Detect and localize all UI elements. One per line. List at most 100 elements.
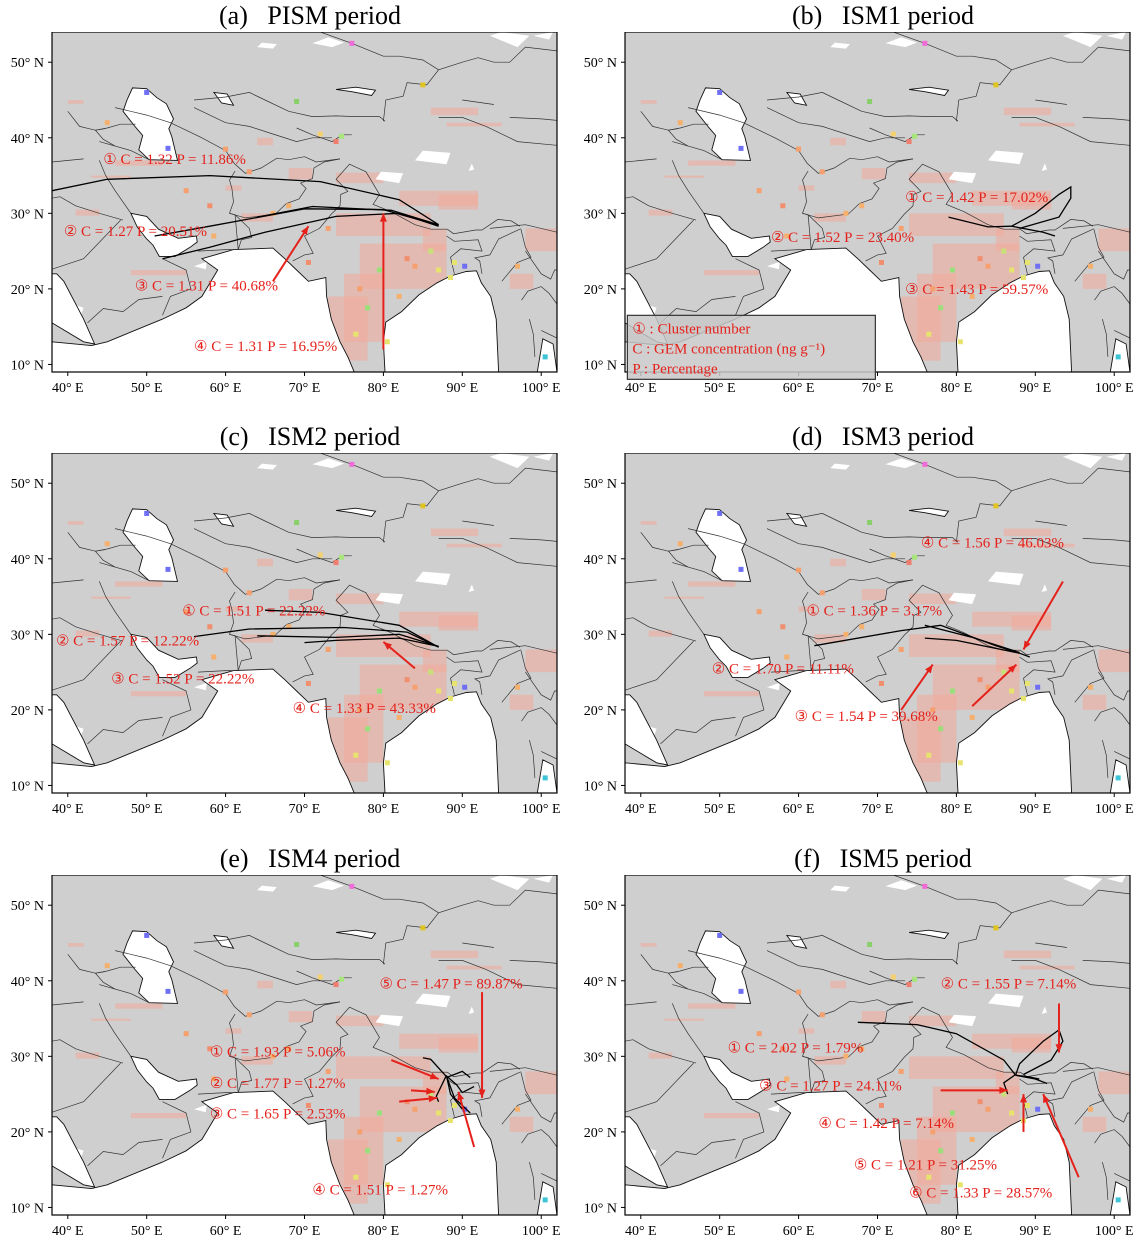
- concentration-patch: [225, 1028, 242, 1034]
- country-border: [1035, 99, 1067, 105]
- legend-entry: ① : Cluster number: [632, 321, 750, 337]
- site-pixel: [930, 1129, 936, 1135]
- concentration-patch: [509, 273, 534, 289]
- site-pixel: [912, 133, 918, 139]
- missing-data-area: [767, 1104, 780, 1113]
- country-border: [1114, 1173, 1130, 1182]
- lat-tick-label: 30° N: [11, 1050, 44, 1065]
- back-trajectory: [1011, 185, 1072, 230]
- concentration-patch: [640, 100, 657, 104]
- map-panel-c: (c) ISM2 period 50° N 40° N 30° N 20° N 10° N…: [0, 421, 570, 836]
- country-border: [735, 1101, 765, 1159]
- concentration-patch: [1082, 1116, 1107, 1132]
- concentration-patch: [1098, 649, 1130, 673]
- concentration-patch: [688, 160, 736, 166]
- site-pixel: [993, 503, 999, 509]
- concentration-patch: [130, 1113, 187, 1119]
- country-border: [672, 141, 723, 161]
- country-border: [660, 1139, 736, 1167]
- concentration-patch: [91, 1018, 131, 1021]
- country-border: [383, 46, 557, 122]
- site-pixel: [1115, 354, 1121, 360]
- missing-data-area: [415, 150, 451, 165]
- back-trajectory: [446, 1075, 475, 1094]
- map-panel-e: (e) ISM4 period 50° N 40° N 30° N 20° N 10° N…: [0, 843, 570, 1258]
- country-border: [462, 942, 494, 948]
- site-pixel: [104, 541, 110, 547]
- missing-data-area: [988, 571, 1024, 586]
- country-border: [807, 214, 826, 250]
- site-pixel: [819, 1012, 825, 1018]
- site-pixel: [898, 646, 904, 652]
- site-pixel: [819, 590, 825, 596]
- concentration-patch: [909, 1015, 957, 1027]
- site-pixel: [333, 560, 339, 566]
- missing-data-area: [533, 32, 554, 40]
- site-pixel: [183, 1031, 189, 1037]
- cluster-label: ② C = 1.52 P = 23.40%: [771, 230, 914, 246]
- site-pixel: [993, 925, 999, 931]
- legend-entry: P : Percentage: [632, 361, 718, 377]
- site-pixel: [165, 988, 171, 994]
- lon-tick-label: 70° E: [289, 1224, 321, 1239]
- concentration-patch: [430, 107, 479, 116]
- site-pixel: [878, 680, 884, 686]
- map-plot: 50° N 40° N 30° N 20° N 10° N 40° E 50° E 60° E…: [584, 875, 1134, 1239]
- map-plot: 50° N 40° N 30° N 20° N 10° N 40° E 50° E 60° E…: [11, 875, 561, 1239]
- lon-tick-label: 80° E: [368, 381, 400, 396]
- country-border: [99, 984, 150, 1004]
- concentration-patch: [446, 122, 502, 127]
- lon-tick-label: 90° E: [1019, 381, 1051, 396]
- missing-data-area: [885, 458, 917, 469]
- country-border: [625, 1039, 697, 1064]
- concentration-patch: [525, 228, 557, 252]
- panel-title: (a) PISM period: [219, 1, 401, 30]
- concentration-patch: [75, 630, 100, 637]
- concentration-patch: [814, 634, 846, 643]
- map-plot: 50° N 40° N 30° N 20° N 10° N 40° E 50° E 60° E…: [584, 32, 1134, 396]
- site-pixel: [305, 259, 311, 265]
- lon-tick-label: 50° E: [704, 802, 736, 817]
- country-border: [462, 99, 494, 105]
- missing-data-area: [1041, 163, 1048, 171]
- missing-data-area: [194, 1104, 207, 1113]
- missing-data-area: [415, 993, 451, 1008]
- missing-data-area: [767, 682, 780, 691]
- site-pixel: [1009, 267, 1015, 273]
- country-border: [162, 258, 192, 316]
- back-trajectory: [162, 212, 439, 260]
- missing-data-area: [830, 885, 850, 892]
- site-pixel: [384, 1182, 390, 1188]
- country-border: [766, 513, 959, 543]
- missing-data-area: [767, 261, 780, 270]
- country-border: [956, 889, 1130, 965]
- back-trajectory: [193, 626, 439, 648]
- country-border: [162, 679, 192, 737]
- concentration-patch: [1019, 543, 1075, 548]
- lon-tick-label: 60° E: [783, 1224, 815, 1239]
- site-pixel: [957, 760, 963, 766]
- site-pixel: [462, 1106, 468, 1112]
- back-trajectory: [1011, 225, 1056, 237]
- arrow-head: [1043, 1094, 1050, 1104]
- concentration-patch: [814, 213, 846, 222]
- country-border: [1019, 656, 1056, 695]
- site-pixel: [677, 120, 683, 126]
- site-pixel: [867, 942, 873, 948]
- lon-tick-label: 70° E: [289, 381, 321, 396]
- site-pixel: [898, 225, 904, 231]
- sea-area: [786, 935, 807, 949]
- lat-tick-label: 50° N: [11, 899, 44, 914]
- missing-data-area: [1106, 875, 1127, 883]
- site-pixel: [384, 760, 390, 766]
- lon-tick-label: 80° E: [368, 802, 400, 817]
- site-pixel: [353, 1174, 359, 1180]
- missing-data-area: [415, 571, 451, 586]
- country-border: [735, 679, 765, 737]
- site-pixel: [317, 974, 323, 980]
- lon-tick-label: 90° E: [446, 381, 478, 396]
- lon-tick-label: 60° E: [210, 1224, 242, 1239]
- site-pixel: [333, 982, 339, 988]
- concentration-patch: [640, 943, 657, 947]
- country-border: [541, 751, 557, 760]
